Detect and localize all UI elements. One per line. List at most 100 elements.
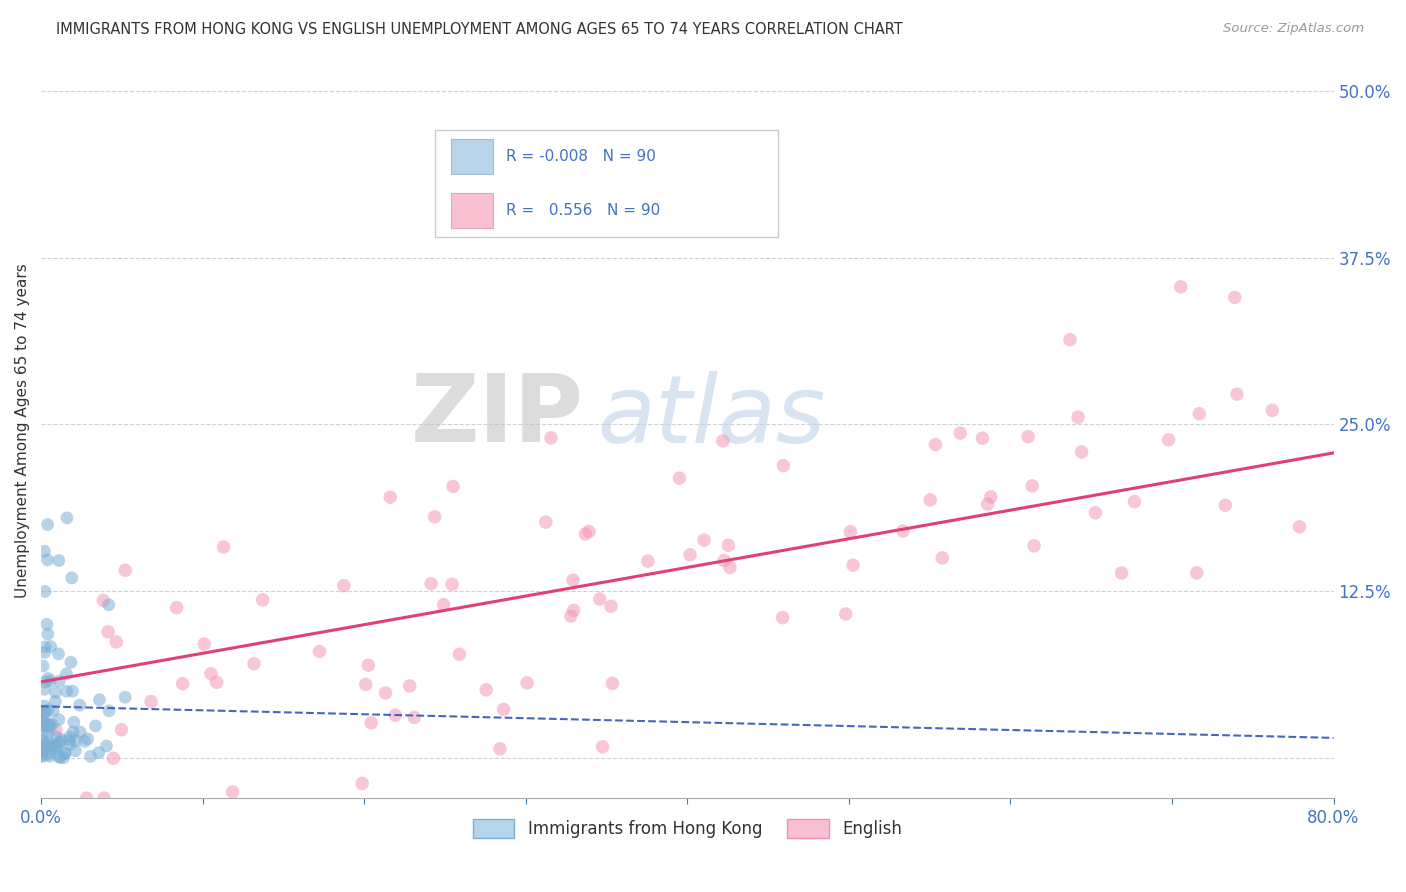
Point: [87, 746, 110, 760]
Point: [89, 692, 111, 706]
Point: [1157, 433, 1180, 447]
Y-axis label: Unemployment Among Ages 65 to 74 years: Unemployment Among Ages 65 to 74 years: [15, 264, 30, 599]
Point: [48, 647, 70, 661]
Point: [38, 720, 60, 734]
Point: [602, 676, 624, 690]
Point: [97, 598, 120, 612]
Point: [398, 679, 420, 693]
Point: [357, 658, 380, 673]
Text: R = -0.008   N = 90: R = -0.008 N = 90: [506, 149, 657, 164]
Point: [56, 511, 79, 525]
Point: [34, 675, 56, 690]
Point: [711, 434, 734, 448]
Point: [1288, 520, 1310, 534]
Point: [38, 717, 60, 731]
Point: [32, 707, 55, 722]
Point: [45, 738, 67, 752]
Point: [1017, 430, 1039, 444]
Point: [51, 732, 73, 747]
Point: [668, 471, 690, 485]
Point: [1111, 566, 1133, 580]
Point: [31, 714, 53, 729]
Point: [79, 749, 101, 764]
Point: [37, 747, 59, 762]
Point: [562, 573, 585, 587]
Point: [1188, 407, 1211, 421]
Point: [516, 676, 538, 690]
Point: [37, 703, 59, 717]
Point: [69, 725, 91, 739]
Point: [45, 723, 67, 737]
Point: [31, 716, 53, 731]
Point: [44, 741, 66, 756]
Point: [221, 785, 243, 799]
Point: [1067, 410, 1090, 425]
Point: [980, 490, 1002, 504]
Point: [34, 544, 56, 558]
Text: ZIP: ZIP: [411, 370, 583, 462]
Point: [252, 592, 274, 607]
Point: [441, 577, 464, 591]
Point: [384, 708, 406, 723]
Point: [441, 479, 464, 493]
Point: [492, 702, 515, 716]
Point: [76, 791, 98, 805]
Point: [374, 686, 396, 700]
Point: [31, 733, 53, 747]
Point: [713, 553, 735, 567]
Point: [449, 648, 471, 662]
Point: [592, 739, 614, 754]
Point: [60, 571, 83, 585]
Point: [31, 749, 53, 764]
Point: [578, 524, 600, 539]
Point: [39, 640, 62, 654]
Point: [839, 524, 862, 539]
Point: [1021, 479, 1043, 493]
Point: [693, 533, 716, 548]
Point: [37, 717, 59, 731]
Point: [589, 592, 612, 607]
Point: [360, 715, 382, 730]
Point: [1223, 290, 1246, 304]
Point: [114, 563, 136, 577]
Point: [574, 527, 596, 541]
Point: [834, 607, 856, 621]
Point: [200, 666, 222, 681]
Point: [31, 741, 53, 756]
Point: [920, 492, 942, 507]
Point: [53, 746, 76, 760]
Point: [73, 734, 96, 748]
Point: [37, 627, 59, 641]
Point: [84, 719, 107, 733]
Point: [114, 690, 136, 705]
Point: [35, 617, 58, 632]
Point: [31, 739, 53, 753]
Point: [59, 738, 82, 752]
Point: [37, 672, 59, 686]
Point: [42, 704, 65, 718]
Point: [31, 745, 53, 759]
Point: [65, 744, 87, 758]
Point: [404, 710, 426, 724]
Point: [93, 791, 115, 805]
Point: [39, 673, 62, 688]
Point: [333, 579, 356, 593]
Point: [59, 733, 82, 747]
Point: [1070, 445, 1092, 459]
Point: [37, 553, 59, 567]
Point: [65, 733, 87, 747]
Point: [30, 704, 52, 718]
Point: [212, 540, 235, 554]
Point: [52, 751, 75, 765]
Point: [772, 458, 794, 473]
Point: [55, 684, 77, 698]
Point: [205, 675, 228, 690]
Point: [560, 609, 582, 624]
Point: [34, 738, 56, 752]
Point: [96, 739, 118, 753]
Point: [37, 726, 59, 740]
Point: [38, 749, 60, 764]
Point: [62, 684, 84, 698]
Point: [718, 560, 741, 574]
Point: [48, 735, 70, 749]
